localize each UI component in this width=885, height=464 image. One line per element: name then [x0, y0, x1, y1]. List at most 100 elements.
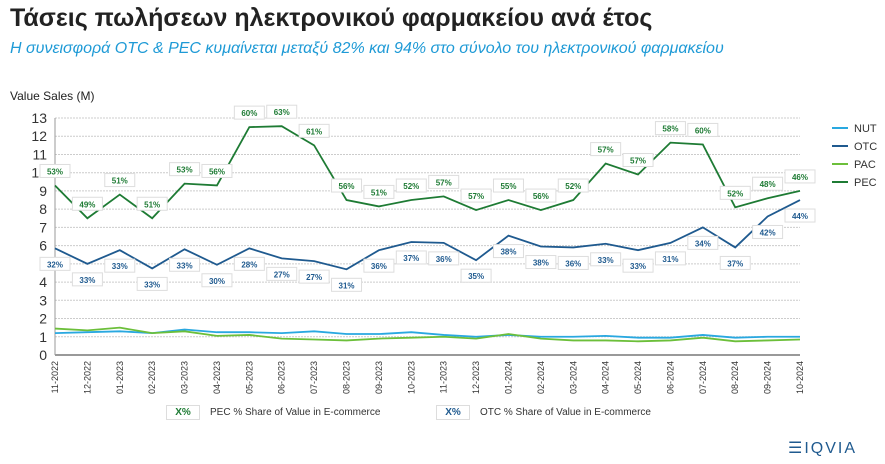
- data-label-pec: 48%: [760, 180, 776, 189]
- data-label-pec: 52%: [403, 182, 419, 191]
- data-label-pec: 46%: [792, 173, 808, 182]
- legend-label-otc: OTC: [854, 141, 877, 153]
- data-label-box: [201, 273, 233, 288]
- x-tick-label: 03-2024: [568, 361, 578, 394]
- x-tick-label: 06-2023: [277, 361, 287, 394]
- x-tick-label: 05-2023: [244, 361, 254, 394]
- data-label-pec: 63%: [274, 108, 290, 117]
- data-label-pec: 53%: [47, 167, 63, 176]
- y-tick-label: 13: [31, 110, 47, 126]
- y-tick-label: 9: [39, 183, 47, 199]
- data-label-box: [331, 178, 363, 193]
- data-label-otc: 33%: [144, 280, 160, 289]
- data-label-otc: 27%: [274, 270, 290, 279]
- series-line-pec: [54, 125, 801, 220]
- data-label-otc: 35%: [468, 272, 484, 281]
- data-label-box: [622, 153, 654, 168]
- data-label-pec: 51%: [112, 177, 128, 186]
- x-tick-label: 09-2024: [763, 361, 773, 394]
- x-tick-label: 08-2024: [730, 361, 740, 394]
- data-label-box: [298, 269, 330, 284]
- data-label-otc: 28%: [241, 260, 257, 269]
- y-tick-label: 1: [39, 329, 47, 345]
- data-label-box: [492, 244, 524, 259]
- data-label-pec: 53%: [177, 166, 193, 175]
- data-label-box: [784, 169, 816, 184]
- data-label-otc: 31%: [662, 255, 678, 264]
- x-tick-label: 11-2023: [439, 361, 449, 393]
- x-tick-label: 05-2024: [633, 361, 643, 394]
- data-label-box: [525, 255, 557, 270]
- data-label-pec: 55%: [500, 182, 516, 191]
- y-tick-label: 0: [39, 347, 47, 363]
- data-label-pec: 61%: [306, 127, 322, 136]
- data-label-box: [525, 188, 557, 203]
- data-label-pec: 56%: [339, 182, 355, 191]
- data-label-pec: 51%: [371, 188, 387, 197]
- y-tick-label: 8: [39, 201, 47, 217]
- data-label-box: [201, 163, 233, 178]
- y-tick-label: 6: [39, 238, 47, 254]
- data-label-box: [104, 258, 136, 273]
- data-label-otc: 31%: [339, 281, 355, 290]
- x-tick-label: 12-2023: [471, 361, 481, 394]
- data-label-box: [233, 105, 265, 120]
- data-label-otc: 37%: [403, 254, 419, 263]
- data-label-pec: 51%: [144, 200, 160, 209]
- data-label-box: [395, 178, 427, 193]
- data-label-box: [590, 142, 622, 157]
- y-tick-label: 2: [39, 311, 47, 327]
- data-label-box: [363, 184, 395, 199]
- data-label-box: [298, 123, 330, 138]
- data-label-box: [395, 250, 427, 265]
- x-tick-label: 10-2023: [406, 361, 416, 394]
- data-label-pec: 60%: [695, 126, 711, 135]
- data-label-box: [39, 163, 71, 178]
- data-label-box: [460, 188, 492, 203]
- data-label-box: [460, 268, 492, 283]
- pec-note-text: PEC % Share of Value in E-commerce: [210, 407, 381, 418]
- data-label-box: [687, 122, 719, 137]
- data-label-otc: 36%: [371, 262, 387, 271]
- data-label-box: [363, 258, 395, 273]
- legend-label-nut: NUT: [854, 123, 877, 135]
- page-subtitle: Η συνεισφορά OTC & PEC κυμαίνεται μεταξύ…: [10, 40, 724, 57]
- data-label-pec: 57%: [468, 192, 484, 201]
- data-label-otc: 33%: [630, 262, 646, 271]
- data-label-otc: 44%: [792, 212, 808, 221]
- x-tick-label: 08-2023: [342, 361, 352, 394]
- y-tick-label: 3: [39, 292, 47, 308]
- iqvia-logo: ☰IQVIA: [787, 440, 857, 457]
- y-tick-label: 11: [32, 146, 47, 162]
- data-label-pec: 49%: [79, 200, 95, 209]
- data-label-otc: 33%: [112, 262, 128, 271]
- data-label-pec: 57%: [630, 157, 646, 166]
- data-label-box: [71, 196, 103, 211]
- data-label-otc: 42%: [760, 228, 776, 237]
- x-tick-label: 06-2024: [665, 361, 675, 394]
- data-label-box: [557, 255, 589, 270]
- data-label-pec: 57%: [436, 178, 452, 187]
- data-label-otc: 38%: [533, 259, 549, 268]
- x-tick-label: 11-2022: [50, 361, 60, 393]
- y-tick-label: 4: [39, 274, 47, 290]
- data-label-otc: 33%: [598, 256, 614, 265]
- data-label-box: [39, 256, 71, 271]
- data-label-box: [266, 104, 298, 119]
- data-label-box: [169, 162, 201, 177]
- data-label-box: [428, 251, 460, 266]
- data-label-box: [557, 178, 589, 193]
- data-label-box: [654, 121, 686, 136]
- otc-note-text: OTC % Share of Value in E-commerce: [480, 407, 651, 418]
- data-label-box: [233, 256, 265, 271]
- legend-note-otc: X% OTC % Share of Value in E-commerce: [436, 405, 651, 420]
- data-label-otc: 33%: [79, 276, 95, 285]
- x-tick-label: 12-2022: [82, 361, 92, 394]
- x-tick-label: 04-2023: [212, 361, 222, 394]
- x-tick-label: 01-2023: [115, 361, 125, 394]
- data-label-box: [687, 235, 719, 250]
- data-label-pec: 56%: [533, 192, 549, 201]
- data-label-box: [331, 277, 363, 292]
- otc-label-sample: X%: [436, 405, 470, 420]
